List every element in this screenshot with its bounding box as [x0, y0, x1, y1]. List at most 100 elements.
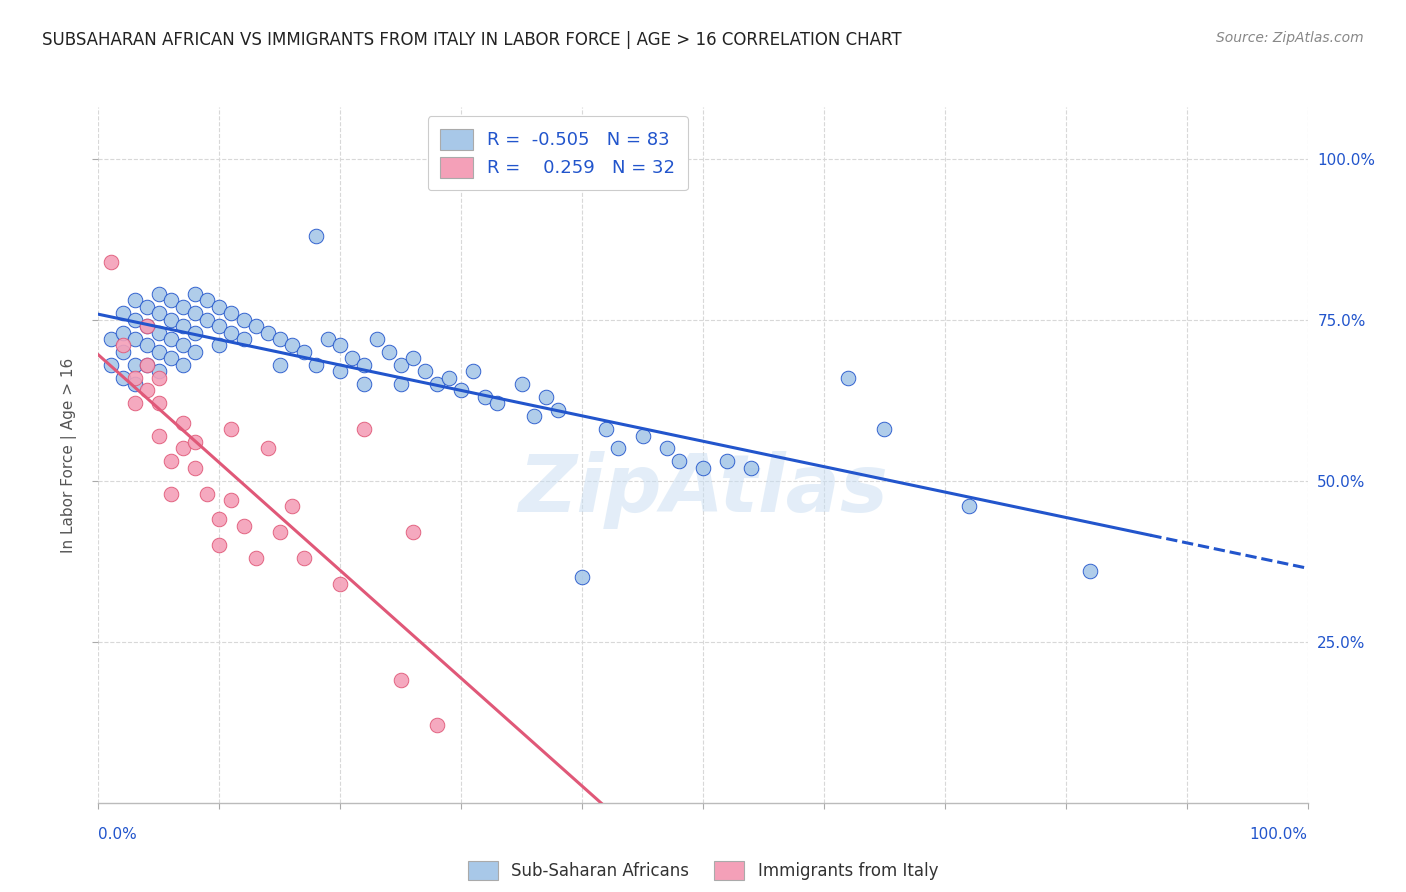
Point — [631, 428, 654, 442]
Point — [292, 344, 315, 359]
Point — [160, 312, 183, 326]
Point — [100, 332, 122, 346]
Point — [547, 402, 569, 417]
Point — [208, 512, 231, 526]
Point — [135, 319, 157, 334]
Point — [172, 442, 194, 456]
Text: Source: ZipAtlas.com: Source: ZipAtlas.com — [1216, 31, 1364, 45]
Point — [221, 422, 243, 436]
Point — [221, 493, 243, 508]
Point — [353, 358, 375, 372]
Point — [269, 332, 291, 346]
Point — [184, 344, 207, 359]
Text: 0.0%: 0.0% — [98, 827, 138, 841]
Point — [256, 442, 278, 456]
Point — [111, 370, 134, 384]
Point — [716, 454, 738, 468]
Point — [353, 377, 375, 392]
Point — [208, 300, 231, 314]
Point — [135, 358, 157, 372]
Point — [232, 518, 254, 533]
Point — [1078, 564, 1101, 578]
Point — [195, 486, 218, 500]
Point — [160, 332, 183, 346]
Point — [655, 442, 678, 456]
Point — [668, 454, 690, 468]
Point — [135, 358, 157, 372]
Point — [523, 409, 546, 424]
Point — [172, 416, 194, 430]
Point — [957, 500, 980, 514]
Point — [172, 358, 194, 372]
Point — [111, 344, 134, 359]
Point — [184, 326, 207, 340]
Point — [221, 326, 243, 340]
Point — [124, 332, 146, 346]
Point — [124, 358, 146, 372]
Point — [172, 338, 194, 352]
Point — [160, 293, 183, 308]
Point — [292, 551, 315, 566]
Point — [160, 351, 183, 366]
Point — [124, 377, 146, 392]
Point — [873, 422, 896, 436]
Point — [184, 435, 207, 450]
Point — [402, 525, 425, 540]
Point — [148, 364, 170, 378]
Point — [607, 442, 630, 456]
Point — [269, 358, 291, 372]
Point — [195, 312, 218, 326]
Point — [571, 570, 593, 584]
Point — [413, 364, 436, 378]
Point — [135, 384, 157, 398]
Point — [100, 254, 122, 268]
Point — [305, 358, 328, 372]
Point — [402, 351, 425, 366]
Point — [184, 306, 207, 320]
Text: 100.0%: 100.0% — [1250, 827, 1308, 841]
Point — [740, 460, 762, 475]
Point — [148, 306, 170, 320]
Point — [389, 358, 412, 372]
Point — [172, 319, 194, 334]
Point — [148, 370, 170, 384]
Point — [184, 460, 207, 475]
Text: SUBSAHARAN AFRICAN VS IMMIGRANTS FROM ITALY IN LABOR FORCE | AGE > 16 CORRELATIO: SUBSAHARAN AFRICAN VS IMMIGRANTS FROM IT… — [42, 31, 901, 49]
Point — [148, 286, 170, 301]
Point — [135, 319, 157, 334]
Point — [329, 364, 352, 378]
Point — [100, 358, 122, 372]
Point — [221, 306, 243, 320]
Point — [281, 500, 304, 514]
Point — [135, 338, 157, 352]
Point — [389, 377, 412, 392]
Point — [208, 319, 231, 334]
Point — [510, 377, 533, 392]
Point — [232, 312, 254, 326]
Point — [245, 551, 267, 566]
Point — [124, 396, 146, 410]
Point — [184, 286, 207, 301]
Point — [111, 338, 134, 352]
Point — [486, 396, 509, 410]
Point — [426, 377, 449, 392]
Point — [148, 326, 170, 340]
Y-axis label: In Labor Force | Age > 16: In Labor Force | Age > 16 — [60, 358, 77, 552]
Point — [342, 351, 364, 366]
Point — [124, 370, 146, 384]
Point — [281, 338, 304, 352]
Point — [232, 332, 254, 346]
Point — [256, 326, 278, 340]
Point — [111, 326, 134, 340]
Point — [111, 306, 134, 320]
Legend: Sub-Saharan Africans, Immigrants from Italy: Sub-Saharan Africans, Immigrants from It… — [457, 849, 949, 892]
Point — [316, 332, 339, 346]
Point — [353, 422, 375, 436]
Point — [377, 344, 399, 359]
Point — [172, 300, 194, 314]
Point — [135, 300, 157, 314]
Point — [124, 293, 146, 308]
Text: ZipAtlas: ZipAtlas — [517, 450, 889, 529]
Point — [208, 538, 231, 552]
Point — [389, 673, 412, 688]
